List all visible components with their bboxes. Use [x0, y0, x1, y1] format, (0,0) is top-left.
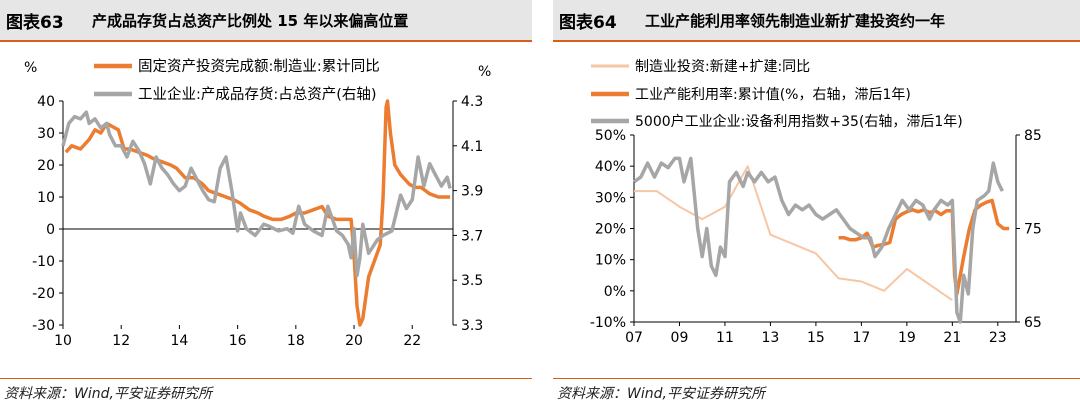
x-tick-label: 16: [229, 333, 247, 349]
y-tick-label-left: 50%: [595, 128, 626, 144]
y-tick-label-left: -10: [32, 254, 55, 270]
legend-label: 工业企业:产成品存货:占总资产(右轴): [138, 85, 377, 103]
x-tick-label: 09: [671, 330, 689, 346]
series-line-1: [634, 165, 953, 302]
y-axis-label-left: %: [24, 60, 37, 76]
divider: [0, 378, 532, 379]
y-tick-label-right: 3.3: [461, 318, 483, 334]
x-tick-label: 23: [989, 330, 1007, 346]
chart-panel-left: 图表63 产成品存货占总资产比例处 15 年以来偏高位置 40 30 20 10 0 -1…: [0, 0, 532, 409]
y-tick-label-left: 0%: [604, 284, 626, 300]
y-tick-label-right: 65: [1024, 315, 1042, 331]
y-tick-label-right: 3.5: [461, 273, 483, 289]
x-tick-label: 22: [403, 333, 421, 349]
y-tick-label-left: 20%: [595, 222, 626, 238]
legend-label: 制造业投资:新建+扩建:同比: [635, 59, 810, 75]
x-tick-label: 12: [112, 333, 130, 349]
chart-canvas-right: 50% 40% 30% 20% 10% 0% -10% 85 75 65 07 09 11 13 15 17 1…: [590, 59, 1042, 346]
x-tick-label: 07: [625, 330, 643, 346]
x-tick-label: 21: [943, 330, 961, 346]
y-tick-label-right: 3.9: [461, 184, 483, 200]
divider: [553, 378, 1080, 379]
chart-title-bar: 图表64 工业产能利用率领先制造业新扩建投资约一年: [553, 0, 1080, 42]
y-tick-label-left: 10%: [595, 253, 626, 269]
x-tick-label: 20: [345, 333, 363, 349]
x-tick-label: 13: [762, 330, 780, 346]
y-tick-label-right: 4.3: [461, 94, 483, 110]
chart-canvas-left: 40 30 20 10 0 -10 -20 -30 4.3 4.1 3.9 3.7 3.5 3.3 10 12…: [24, 58, 491, 349]
y-tick-label-right: 75: [1024, 222, 1042, 238]
chart-panel-right: 图表64 工业产能利用率领先制造业新扩建投资约一年 50% 40% 30% 20% 10…: [553, 0, 1080, 409]
chart-title: 产成品存货占总资产比例处 15 年以来偏高位置: [92, 12, 409, 30]
source-note: 资料来源：Wind,平安证券研究所: [4, 386, 212, 402]
y-tick-label-left: 10: [37, 190, 55, 206]
x-tick-label: 15: [807, 330, 825, 346]
y-tick-label-right: 4.1: [461, 139, 483, 155]
y-tick-label-left: 30: [37, 126, 55, 142]
x-tick-label: 10: [54, 333, 72, 349]
x-tick-label: 14: [171, 333, 189, 349]
y-tick-label-right: 85: [1024, 128, 1042, 144]
x-tick-label: 17: [852, 330, 870, 346]
legend-label: 工业产能利用率:累计值(%，右轴，滞后1年): [635, 86, 911, 103]
series-line-3: [633, 156, 1004, 324]
figure-label: 图表64: [559, 13, 617, 33]
legend-label: 5000户工业企业:设备利用指数+35(右轴，滞后1年): [635, 113, 963, 130]
y-tick-label-left: -30: [32, 318, 55, 334]
figure-label: 图表63: [6, 13, 64, 33]
source-note: 资料来源：Wind,平安证券研究所: [557, 386, 765, 402]
x-tick-label: 11: [716, 330, 734, 346]
y-tick-label-left: -20: [32, 286, 55, 302]
y-tick-label-left: -10%: [590, 315, 626, 331]
legend-label: 固定资产投资完成额:制造业:累计同比: [138, 58, 380, 75]
x-tick-label: 18: [287, 333, 305, 349]
chart-title: 工业产能利用率领先制造业新扩建投资约一年: [645, 12, 946, 30]
y-tick-label-right: 3.7: [461, 228, 483, 244]
x-tick-label: 19: [898, 330, 916, 346]
y-tick-label-left: 30%: [595, 190, 626, 206]
y-tick-label-left: 20: [37, 158, 55, 174]
y-tick-label-left: 0: [46, 222, 55, 238]
y-axis-label-right: %: [478, 64, 491, 80]
y-tick-label-left: 40%: [595, 159, 626, 175]
series-line-2: [61, 110, 452, 278]
y-tick-label-left: 40: [37, 94, 55, 110]
series-line-1: [64, 99, 451, 327]
chart-title-bar: 图表63 产成品存货占总资产比例处 15 年以来偏高位置: [0, 0, 532, 42]
